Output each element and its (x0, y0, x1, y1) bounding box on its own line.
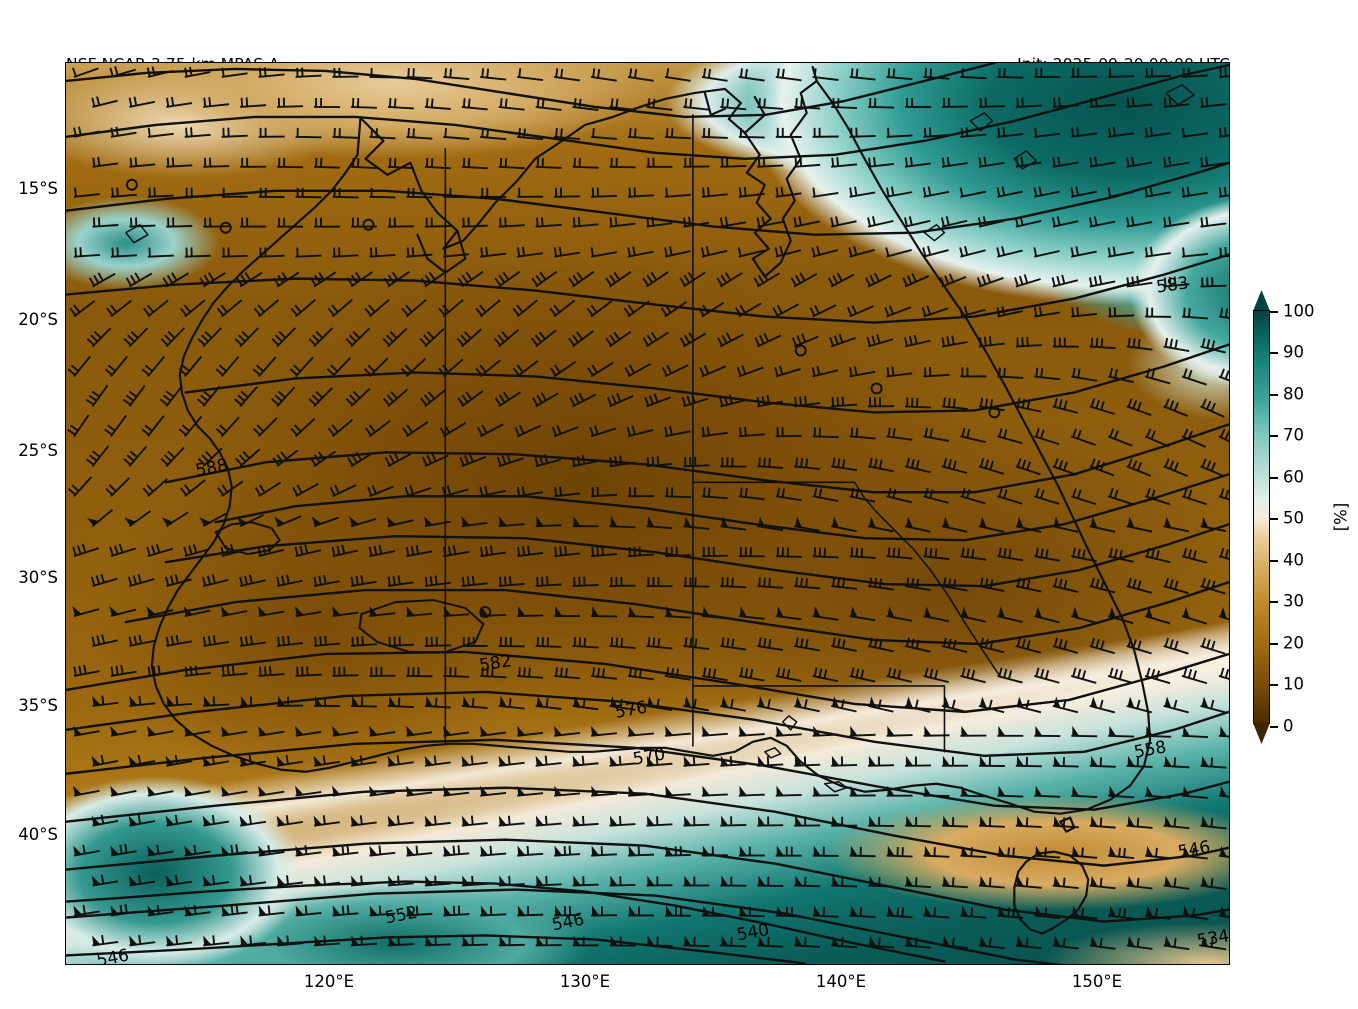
coastline (125, 65, 1195, 935)
svg-text:582: 582 (478, 651, 513, 676)
colorbar[interactable]: 100 90 80 70 60 50 40 30 20 10 0 [%] (1247, 288, 1351, 746)
colorbar-tick-90: 90 (1283, 342, 1304, 362)
height-contours (66, 63, 1229, 964)
colorbar-tick-40: 40 (1283, 550, 1304, 570)
map-plot-area[interactable]: 588 583 582 576 570 558 552 546 546 540 … (65, 62, 1230, 965)
wind-barbs (66, 63, 1229, 964)
colorbar-tick-60: 60 (1283, 467, 1304, 487)
svg-text:546: 546 (95, 946, 131, 964)
colorbar-unit-label: [%] (1331, 502, 1351, 532)
colorbar-tick-10: 10 (1283, 674, 1304, 694)
colorbar-tick-50: 50 (1283, 508, 1304, 528)
svg-text:540: 540 (735, 920, 770, 945)
map-vector-overlay: 588 583 582 576 570 558 552 546 546 540 … (66, 63, 1229, 964)
colorbar-gradient[interactable] (1253, 310, 1270, 724)
colorbar-tick-0: 0 (1283, 716, 1294, 736)
colorbar-tick-80: 80 (1283, 384, 1304, 404)
colorbar-tick-70: 70 (1283, 425, 1304, 445)
colorbar-tick-100: 100 (1283, 301, 1315, 321)
triangle-down-icon (1253, 723, 1270, 744)
svg-text:576: 576 (613, 697, 648, 722)
colorbar-tick-30: 30 (1283, 591, 1304, 611)
triangle-up-icon (1253, 290, 1270, 311)
colorbar-tick-20: 20 (1283, 633, 1304, 653)
